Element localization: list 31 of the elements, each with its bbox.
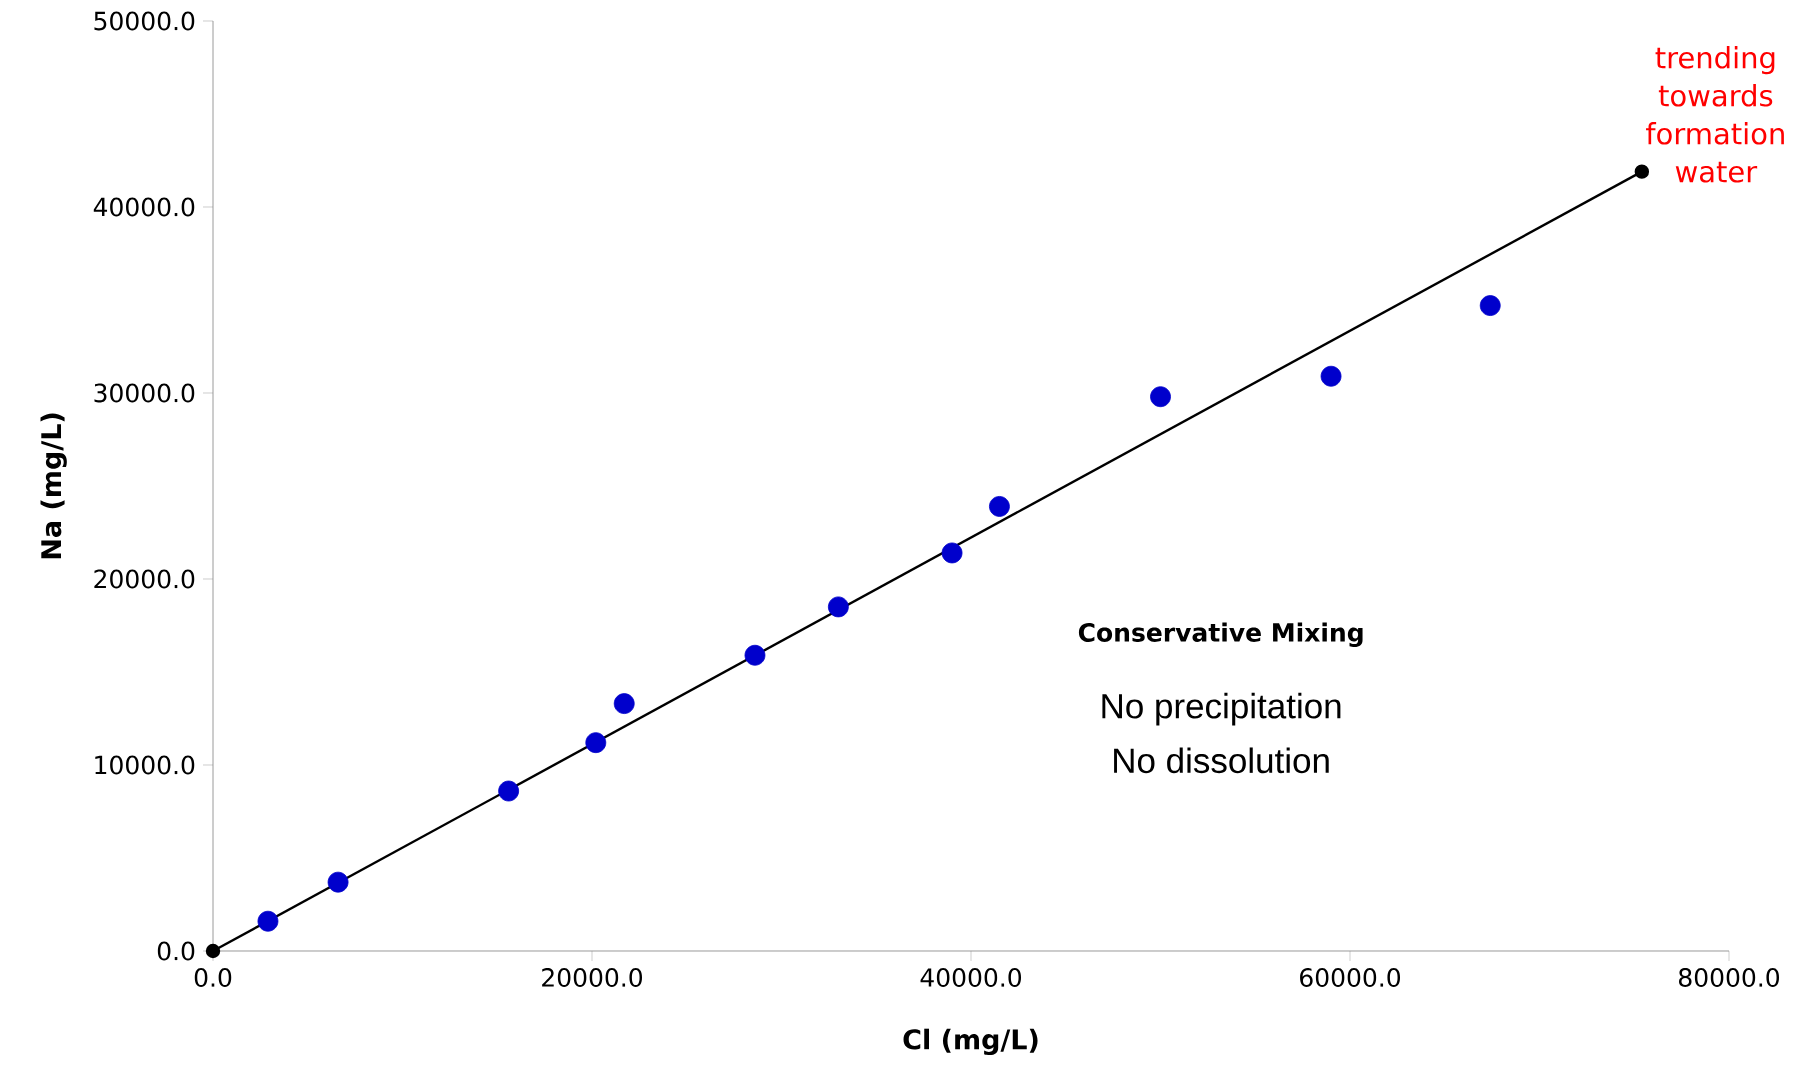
x-tick-label: 20000.0 bbox=[542, 968, 643, 987]
annotation: Conservative Mixing bbox=[1078, 622, 1363, 647]
point bbox=[744, 644, 766, 666]
point bbox=[827, 596, 849, 618]
point bbox=[613, 693, 635, 715]
point bbox=[1634, 164, 1650, 179]
y-tick-label: 20000.0 bbox=[94, 569, 195, 589]
x-tick-label: 80000.0 bbox=[1679, 968, 1780, 987]
point bbox=[1150, 386, 1171, 408]
y-tick-label: 0.0 bbox=[157, 941, 195, 961]
y-tick-label: 30000.0 bbox=[94, 383, 195, 403]
y-axis-title: Na (mg/L) bbox=[40, 413, 67, 559]
point bbox=[989, 496, 1010, 517]
point bbox=[327, 871, 349, 893]
point bbox=[498, 780, 520, 802]
x-tick-label: 60000.0 bbox=[1300, 968, 1401, 987]
annotation: No dissolution bbox=[1114, 747, 1329, 774]
point bbox=[1479, 295, 1501, 316]
y-tick-label: 10000.0 bbox=[95, 755, 195, 775]
y-tick-label: 40000.0 bbox=[93, 197, 195, 217]
annotation: No precipitation bbox=[1102, 692, 1341, 726]
y-tick-label: 50000.0 bbox=[94, 11, 195, 31]
x-tick-label: 40000.0 bbox=[920, 968, 1022, 987]
point bbox=[257, 910, 279, 932]
x-axis-title: Cl (mg/L) bbox=[903, 1028, 1038, 1056]
point bbox=[585, 732, 607, 754]
x-tick-label: 0.0 bbox=[194, 968, 232, 987]
point bbox=[941, 542, 963, 564]
annotation: trending towards formation water bbox=[1646, 46, 1784, 183]
point bbox=[205, 943, 221, 959]
point bbox=[1320, 365, 1342, 387]
